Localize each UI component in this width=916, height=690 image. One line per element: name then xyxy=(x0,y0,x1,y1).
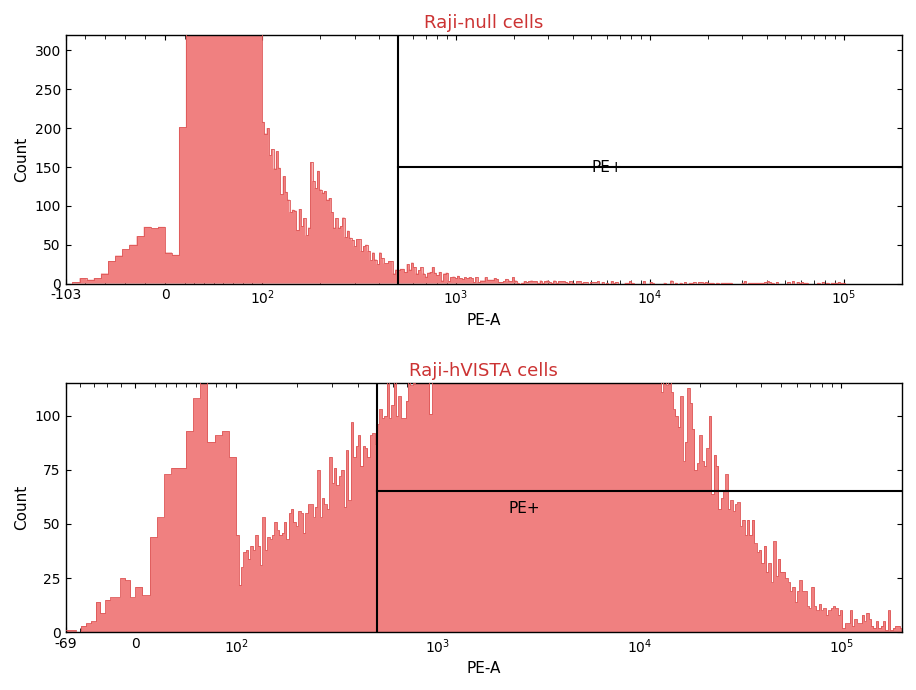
Title: Raji-hVISTA cells: Raji-hVISTA cells xyxy=(409,362,559,380)
X-axis label: PE-A: PE-A xyxy=(467,661,501,676)
Title: Raji-null cells: Raji-null cells xyxy=(424,14,543,32)
Y-axis label: Count: Count xyxy=(14,485,29,531)
Text: PE+: PE+ xyxy=(508,501,540,516)
X-axis label: PE-A: PE-A xyxy=(467,313,501,328)
Text: PE+: PE+ xyxy=(592,159,623,175)
Y-axis label: Count: Count xyxy=(14,137,29,182)
